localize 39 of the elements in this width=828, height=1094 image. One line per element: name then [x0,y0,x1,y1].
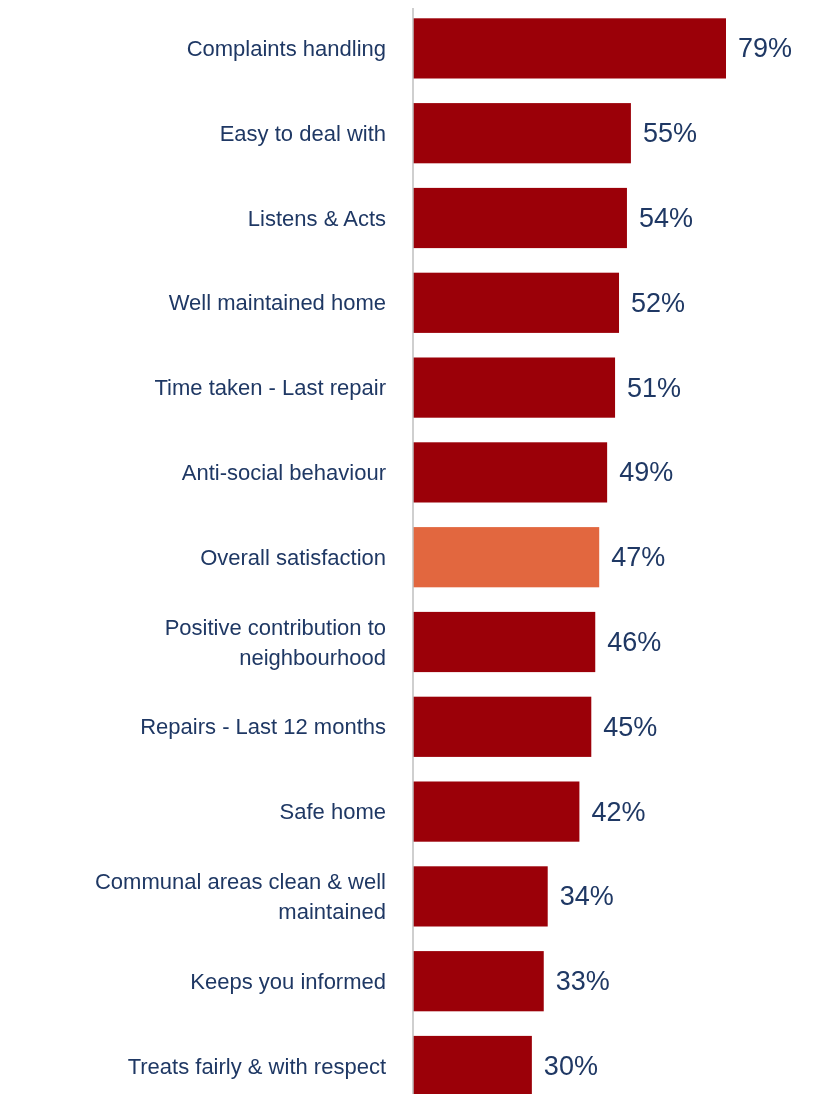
bar [413,103,631,164]
data-label: 47% [611,542,666,573]
y-tick-label: Anti-social behaviour [181,459,386,485]
data-label: 46% [607,627,662,657]
data-label: 54% [638,203,693,233]
data-label: 45% [603,711,658,742]
y-tick-label: Easy to deal with [219,120,386,146]
y-tick-label: Treats fairly & with respect [127,1053,386,1079]
data-label: 30% [543,1051,598,1081]
bar [413,442,608,503]
data-label: 52% [631,287,686,318]
bar [413,951,544,1012]
bar [413,696,592,757]
y-tick-label: Listens & Acts [247,205,386,231]
bar [413,187,627,249]
bar [413,357,616,418]
y-tick-label: Well maintained home [168,290,386,316]
y-tick-label: Overall satisfaction [200,544,386,570]
data-label: 49% [619,457,674,488]
data-label: 42% [591,796,646,827]
data-label: 51% [627,372,682,403]
y-tick-label: Keeps you informed [190,968,386,994]
data-label: 55% [642,118,697,149]
data-label: 34% [559,881,614,912]
bar [413,18,726,79]
bar [413,781,580,842]
bar [413,611,596,673]
data-label: 33% [555,966,610,997]
y-tick-label: Repairs - Last 12 months [140,714,386,740]
y-tick-label: Time taken - Last repair [154,375,386,401]
y-tick-label: Complaints handling [186,35,386,61]
bar [413,1035,532,1094]
y-tick-label: Safe home [279,799,386,825]
bar [413,527,600,588]
data-label: 79% [738,33,793,64]
y-tick-label: Positive contribution to neighbourhood [164,614,386,670]
bar [413,866,548,927]
y-tick-label: Communal areas clean & well maintained [94,868,386,924]
bar [413,272,620,333]
